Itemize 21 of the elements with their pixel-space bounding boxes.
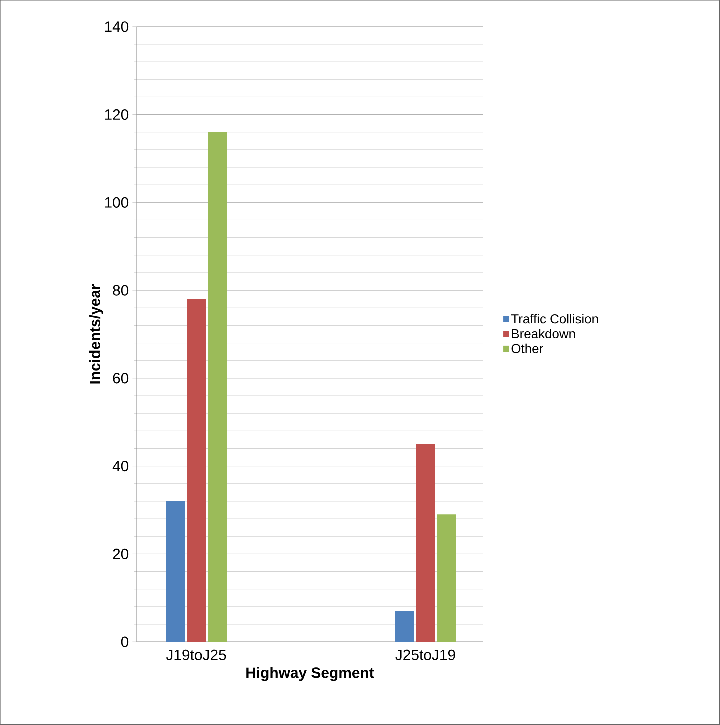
y-tick-label: 100 xyxy=(105,197,129,208)
y-tick-label: 40 xyxy=(112,461,129,472)
bar xyxy=(187,299,206,642)
bar xyxy=(395,611,414,642)
legend-label: Traffic Collision xyxy=(511,314,598,324)
bar xyxy=(416,444,436,642)
bar xyxy=(166,501,186,642)
y-axis-title: Incidents/year xyxy=(89,284,104,384)
legend-label: Other xyxy=(512,344,544,354)
y-tick-label: 60 xyxy=(113,373,129,384)
y-tick-label: 140 xyxy=(105,22,129,32)
x-tick-label: J25toJ19 xyxy=(396,650,456,660)
bar xyxy=(208,132,228,642)
y-tick-label: 20 xyxy=(113,548,129,560)
y-tick-label: 80 xyxy=(113,285,129,296)
bar xyxy=(437,514,456,642)
y-tick-label: 120 xyxy=(105,109,129,120)
x-axis-title: Highway Segment xyxy=(246,667,374,682)
x-tick-label: J19toJ25 xyxy=(166,650,226,660)
y-tick-label: 0 xyxy=(121,636,129,648)
legend-label: Breakdown xyxy=(512,329,576,339)
